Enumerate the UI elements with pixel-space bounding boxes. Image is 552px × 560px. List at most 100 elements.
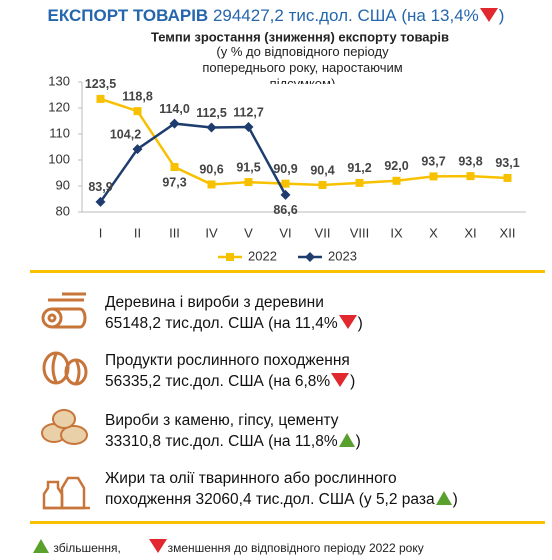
item-value: 65148,2 тис.дол. США (на 11,4%) bbox=[105, 313, 363, 336]
point bbox=[280, 189, 291, 200]
point bbox=[392, 176, 401, 185]
footer-down: зменшення до відповідного періоду 2022 р… bbox=[167, 541, 424, 555]
x-tick-label: V bbox=[244, 225, 253, 240]
point bbox=[95, 196, 106, 207]
divider bbox=[30, 521, 545, 524]
item-text: 33310,8 тис.дол. США (на 11,8% bbox=[105, 433, 338, 450]
item-text: 65148,2 тис.дол. США (на 11,4% bbox=[105, 315, 338, 332]
x-tick-label: III bbox=[169, 225, 180, 240]
data-label: 93,8 bbox=[458, 154, 482, 168]
header: ЕКСПОРТ ТОВАРІВ 294427,2 тис.дол. США (н… bbox=[0, 6, 552, 28]
data-label: 90,9 bbox=[273, 162, 297, 176]
point bbox=[133, 107, 142, 116]
header-title: ЕКСПОРТ ТОВАРІВ bbox=[47, 6, 209, 25]
header-arrow bbox=[479, 7, 499, 28]
header-text: 294427,2 тис.дол. США (на 13,4% bbox=[212, 6, 479, 25]
x-tick-label: XI bbox=[464, 225, 476, 240]
data-label: 123,5 bbox=[85, 77, 116, 91]
point bbox=[206, 122, 217, 133]
data-label: 91,5 bbox=[236, 160, 260, 174]
data-label: 118,8 bbox=[122, 89, 153, 103]
item-arrow bbox=[338, 432, 356, 454]
plant-icon bbox=[42, 351, 88, 386]
data-label: 112,7 bbox=[233, 105, 264, 119]
data-label: 86,6 bbox=[273, 203, 297, 217]
item-name: Вироби з каменю, гіпсу, цементу bbox=[105, 412, 339, 429]
point bbox=[244, 178, 253, 187]
y-tick-label: 120 bbox=[48, 99, 70, 114]
item: Вироби з каменю, гіпсу, цементу 33310,8 т… bbox=[105, 410, 361, 454]
data-label: 83,9 bbox=[88, 180, 112, 194]
chart: Темпи зростання (зниження) експорту това… bbox=[48, 29, 526, 263]
point bbox=[170, 163, 179, 172]
x-tick-label: VII bbox=[315, 225, 331, 240]
x-tick-label: VI bbox=[279, 225, 291, 240]
point bbox=[207, 180, 216, 189]
wood-icon bbox=[41, 292, 87, 329]
data-label: 93,7 bbox=[421, 155, 445, 169]
subtitle-box: (у % до відповідного періоду попередньог… bbox=[202, 44, 403, 84]
data-label: 90,6 bbox=[199, 163, 223, 177]
item: Деревина і вироби з деревини 65148,2 тис.… bbox=[105, 292, 363, 336]
data-label: 90,4 bbox=[310, 163, 334, 177]
item-arrow bbox=[330, 372, 350, 394]
item-name: Жири та олії тваринного або рослинного bbox=[105, 470, 397, 487]
data-label: 97,3 bbox=[162, 175, 186, 189]
point bbox=[243, 121, 254, 132]
item-close: ) bbox=[350, 373, 356, 390]
item: Жири та олії тваринного або рослинного по… bbox=[105, 468, 458, 512]
data-label: 114,0 bbox=[159, 102, 190, 116]
point bbox=[132, 144, 143, 155]
item-value: походження 32060,4 тис.дол. США (у 5,2 р… bbox=[105, 489, 458, 512]
chart-title: Темпи зростання (зниження) експорту това… bbox=[151, 29, 449, 44]
x-tick-label: II bbox=[134, 225, 141, 240]
item-text: походження 32060,4 тис.дол. США (у 5,2 р… bbox=[105, 491, 435, 508]
item-arrow bbox=[435, 490, 453, 512]
legend-marker bbox=[305, 252, 315, 262]
header-close: ) bbox=[498, 6, 505, 25]
point bbox=[169, 118, 180, 129]
point bbox=[429, 172, 438, 181]
item-name: Деревина і вироби з деревини bbox=[105, 294, 324, 311]
footer: збільшення, зменшення до відповідного пе… bbox=[32, 538, 424, 557]
point bbox=[503, 173, 512, 182]
item: Продукти рослинного походження 56335,2 ти… bbox=[105, 350, 355, 394]
point bbox=[281, 179, 290, 188]
point bbox=[318, 180, 327, 189]
y-tick-label: 110 bbox=[49, 125, 70, 140]
data-label: 92,0 bbox=[384, 159, 408, 173]
item-text: 56335,2 тис.дол. США (на 6,8% bbox=[105, 373, 331, 390]
oil-icon bbox=[42, 476, 90, 510]
item-value: 33310,8 тис.дол. США (на 11,8%) bbox=[105, 431, 361, 454]
data-label: 93,1 bbox=[495, 156, 519, 170]
item-close: ) bbox=[357, 315, 363, 332]
divider bbox=[30, 270, 545, 273]
legend-label: 2023 bbox=[328, 248, 357, 263]
data-label: 112,5 bbox=[196, 106, 227, 120]
y-tick-label: 80 bbox=[56, 203, 70, 218]
x-tick-label: IV bbox=[205, 225, 218, 240]
footer-up: збільшення, bbox=[53, 541, 121, 555]
down-arrow bbox=[148, 538, 168, 557]
item-arrow bbox=[338, 314, 358, 336]
chart-subtitle: (у % до відповідного періоду попередньог… bbox=[202, 44, 403, 84]
data-label: 104,2 bbox=[110, 127, 141, 141]
item-close: ) bbox=[355, 433, 361, 450]
x-tick-label: X bbox=[429, 225, 438, 240]
y-tick-label: 90 bbox=[56, 177, 70, 192]
item-name: Продукти рослинного походження bbox=[105, 352, 350, 369]
x-tick-label: I bbox=[99, 225, 103, 240]
x-tick-label: IX bbox=[390, 225, 403, 240]
point bbox=[96, 94, 105, 103]
legend-marker bbox=[226, 253, 234, 261]
y-tick-label: 130 bbox=[48, 73, 70, 88]
x-tick-label: XII bbox=[500, 225, 516, 240]
series-line bbox=[99, 122, 287, 203]
point bbox=[355, 178, 364, 187]
y-tick-label: 100 bbox=[48, 151, 70, 166]
data-label: 91,2 bbox=[347, 161, 371, 175]
up-arrow bbox=[32, 538, 50, 557]
item-close: ) bbox=[452, 491, 458, 508]
x-tick-label: VIII bbox=[350, 225, 370, 240]
